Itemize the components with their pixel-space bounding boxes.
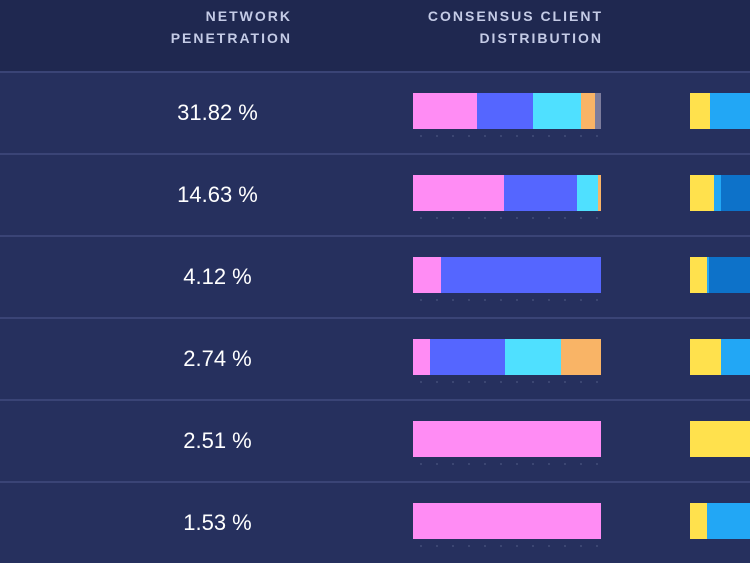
consensus-bar-segment[interactable] [413, 503, 601, 539]
execution-bar-segment[interactable] [690, 503, 707, 539]
consensus-bar-segment[interactable] [581, 93, 596, 129]
execution-bar-segment[interactable] [706, 257, 710, 293]
consensus-bar-segment[interactable] [504, 175, 578, 211]
consensus-bar-segment[interactable] [413, 421, 601, 457]
consensus-bar-segment[interactable] [429, 339, 506, 375]
bar-tick-dots [413, 135, 601, 137]
header-label: NETWORK [205, 8, 292, 24]
network-penetration-value: 2.51 % [183, 428, 252, 453]
network-penetration-value: 14.63 % [177, 182, 258, 207]
table-row[interactable]: 14.63 % [0, 153, 750, 235]
execution-distribution-bar[interactable] [690, 175, 750, 211]
consensus-bar-segment[interactable] [533, 93, 582, 129]
execution-distribution-bar[interactable] [690, 257, 750, 293]
bar-tick-dots [413, 463, 601, 465]
consensus-distribution-bar[interactable] [413, 503, 601, 539]
consensus-bar-segment[interactable] [413, 93, 477, 129]
execution-bar-segment[interactable] [690, 93, 710, 129]
consensus-distribution-bar[interactable] [413, 339, 601, 375]
consensus-distribution-bar[interactable] [413, 93, 601, 129]
execution-bar-segment[interactable] [721, 339, 750, 375]
table-header: NETWORK PENETRATION CONSENSUS CLIENT DIS… [0, 0, 750, 71]
execution-bar-segment[interactable] [706, 503, 750, 539]
consensus-client-distribution-header[interactable]: CONSENSUS CLIENT DISTRIBUTION [400, 5, 603, 49]
consensus-bar-segment[interactable] [441, 257, 601, 293]
network-penetration-value: 4.12 % [183, 264, 252, 289]
network-penetration-value: 1.53 % [183, 510, 252, 535]
consensus-bar-segment[interactable] [595, 93, 601, 129]
execution-distribution-bar[interactable] [690, 93, 750, 129]
header-label: DISTRIBUTION [479, 30, 603, 46]
execution-bar-segment[interactable] [690, 175, 714, 211]
consensus-distribution-bar[interactable] [413, 421, 601, 457]
table-row[interactable]: 31.82 % [0, 71, 750, 153]
header-label: PENETRATION [170, 30, 292, 46]
network-penetration-value: 31.82 % [177, 100, 258, 125]
consensus-distribution-bar[interactable] [413, 175, 601, 211]
execution-bar-segment[interactable] [721, 175, 750, 211]
bar-tick-dots [413, 545, 601, 547]
table-row[interactable]: 2.74 % [0, 317, 750, 399]
network-penetration-value: 2.74 % [183, 346, 252, 371]
bar-tick-dots [413, 217, 601, 219]
consensus-bar-segment[interactable] [561, 339, 601, 375]
execution-bar-segment[interactable] [690, 257, 707, 293]
execution-bar-segment[interactable] [690, 421, 750, 457]
execution-distribution-bar[interactable] [690, 421, 750, 457]
header-label: CONSENSUS CLIENT [427, 8, 603, 24]
execution-distribution-bar[interactable] [690, 339, 750, 375]
execution-bar-segment[interactable] [709, 257, 750, 293]
execution-bar-segment[interactable] [714, 175, 722, 211]
table-row[interactable]: 2.51 % [0, 399, 750, 481]
consensus-bar-segment[interactable] [413, 339, 430, 375]
consensus-distribution-bar[interactable] [413, 257, 601, 293]
consensus-bar-segment[interactable] [413, 175, 505, 211]
bar-tick-dots [413, 381, 601, 383]
consensus-bar-segment[interactable] [476, 93, 534, 129]
consensus-bar-segment[interactable] [577, 175, 599, 211]
execution-bar-segment[interactable] [709, 93, 750, 129]
execution-bar-segment[interactable] [690, 339, 722, 375]
table-row[interactable]: 4.12 % [0, 235, 750, 317]
network-penetration-header[interactable]: NETWORK PENETRATION [150, 5, 292, 49]
bar-tick-dots [413, 299, 601, 301]
consensus-bar-segment[interactable] [413, 257, 442, 293]
consensus-bar-segment[interactable] [598, 175, 601, 211]
consensus-bar-segment[interactable] [505, 339, 562, 375]
table-row[interactable]: 1.53 % [0, 481, 750, 563]
execution-distribution-bar[interactable] [690, 503, 750, 539]
